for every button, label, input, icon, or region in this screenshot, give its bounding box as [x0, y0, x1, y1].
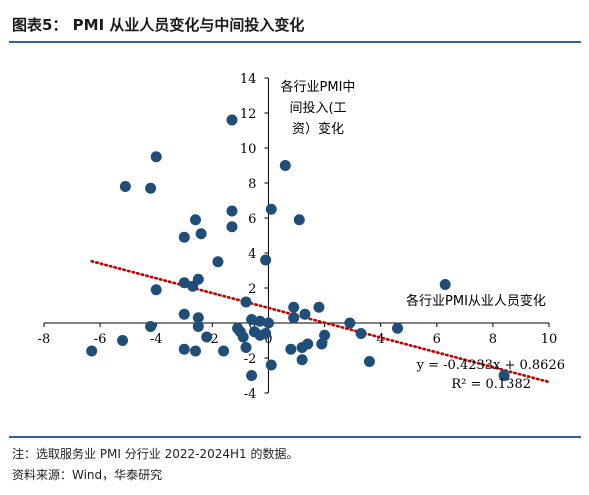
y-tick-label: 14 — [240, 72, 257, 87]
data-point — [226, 205, 238, 217]
data-point — [344, 317, 356, 329]
footer-rule — [9, 436, 581, 438]
data-point — [363, 356, 375, 367]
data-point — [498, 370, 510, 381]
data-point — [212, 256, 224, 268]
x-tick-label: -4 — [150, 332, 163, 347]
data-point — [190, 214, 201, 226]
x-tick-label: 0 — [264, 332, 272, 347]
data-point — [285, 343, 297, 355]
r-squared-label: R² = 0.1382 — [451, 377, 531, 392]
data-point — [355, 328, 367, 339]
y-tick-label: 8 — [248, 177, 256, 192]
y-tick-label: -4 — [244, 387, 257, 402]
x-tick-label: -8 — [38, 332, 51, 347]
data-point — [439, 279, 451, 290]
data-point — [178, 277, 190, 289]
data-point — [299, 308, 311, 320]
data-point — [226, 221, 238, 233]
data-point — [260, 328, 272, 339]
data-point — [265, 203, 277, 215]
data-point — [265, 359, 277, 371]
trendline-layer — [90, 259, 551, 384]
title-rule — [9, 41, 581, 43]
data-point — [145, 182, 157, 194]
data-point — [262, 317, 274, 329]
data-point — [313, 301, 325, 313]
x-axis-title: 各行业PMI从业人员变化 — [406, 293, 546, 309]
data-point — [260, 254, 272, 266]
data-point — [279, 160, 291, 171]
scatter-chart: -8-6-4-20246810-4-202468101214 各行业PMI中间投… — [38, 72, 565, 402]
data-point — [178, 231, 190, 243]
x-tick-label: 8 — [489, 332, 497, 347]
y-tick-label: 12 — [240, 107, 257, 122]
data-point — [86, 345, 98, 357]
y-tick-label: 10 — [240, 142, 257, 157]
footer-note: 注：选取服务业 PMI 分行业 2022-2024H1 的数据。 — [12, 447, 299, 461]
y-tick-label: 4 — [248, 247, 256, 262]
data-points — [86, 114, 510, 381]
data-point — [145, 321, 157, 332]
y-axis-title: 间投入(工 — [289, 100, 346, 116]
data-point — [187, 280, 199, 292]
data-point — [288, 312, 300, 324]
data-point — [392, 322, 403, 334]
data-point — [178, 308, 190, 320]
data-point — [226, 114, 238, 126]
data-point — [117, 335, 129, 346]
data-point — [192, 312, 204, 324]
y-axis-title: 资）变化 — [292, 121, 344, 137]
data-point — [296, 354, 308, 366]
x-tick-label: 10 — [541, 332, 558, 347]
data-point — [316, 338, 328, 350]
data-point — [178, 343, 190, 355]
data-point — [240, 342, 252, 353]
data-point — [288, 301, 300, 313]
data-point — [218, 345, 230, 357]
data-point — [192, 321, 204, 332]
y-tick-label: 2 — [248, 282, 256, 297]
x-tick-label: 6 — [433, 332, 441, 347]
figure-title: 图表5： PMI 从业人员变化与中间投入变化 — [12, 16, 305, 34]
data-point — [240, 296, 252, 308]
x-tick-label: -6 — [94, 332, 107, 347]
data-point — [254, 315, 266, 327]
data-point — [237, 331, 249, 343]
y-axis-title: 各行业PMI中 — [281, 79, 356, 95]
data-point — [293, 214, 305, 226]
y-tick-label: -2 — [244, 352, 257, 367]
data-point — [119, 181, 131, 192]
data-point — [150, 151, 162, 163]
data-point — [190, 345, 201, 357]
trendline — [90, 259, 551, 384]
data-point — [201, 331, 213, 343]
data-point — [302, 338, 314, 350]
data-point — [150, 284, 162, 296]
data-point — [246, 370, 258, 381]
data-point — [319, 329, 331, 341]
y-tick-label: 6 — [248, 212, 256, 227]
trend-equation: y = -0.4233x + 0.8626 — [416, 358, 565, 373]
data-point — [246, 314, 258, 325]
x-tick-label: 4 — [377, 332, 385, 347]
footer-source: 资料来源：Wind，华泰研究 — [12, 468, 163, 482]
data-point — [195, 228, 207, 240]
